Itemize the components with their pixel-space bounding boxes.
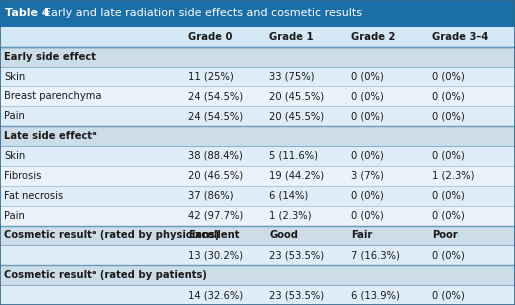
Text: 20 (46.5%): 20 (46.5%) — [188, 171, 243, 181]
Text: 0 (0%): 0 (0%) — [432, 210, 465, 221]
Text: 0 (0%): 0 (0%) — [432, 290, 465, 300]
Text: Poor: Poor — [432, 231, 458, 240]
Bar — [0, 186, 515, 206]
Text: Pain: Pain — [4, 210, 25, 221]
Text: 38 (88.4%): 38 (88.4%) — [188, 151, 243, 161]
Text: 0 (0%): 0 (0%) — [351, 191, 384, 201]
Text: 20 (45.5%): 20 (45.5%) — [269, 92, 324, 101]
Text: 13 (30.2%): 13 (30.2%) — [188, 250, 243, 260]
Text: 0 (0%): 0 (0%) — [432, 151, 465, 161]
Text: Cosmetic resultᵃ (rated by patients): Cosmetic resultᵃ (rated by patients) — [4, 270, 207, 280]
Text: 0 (0%): 0 (0%) — [351, 71, 384, 81]
Text: 0 (0%): 0 (0%) — [351, 92, 384, 101]
Text: 0 (0%): 0 (0%) — [432, 250, 465, 260]
Text: 23 (53.5%): 23 (53.5%) — [269, 290, 324, 300]
Text: 20 (45.5%): 20 (45.5%) — [269, 111, 324, 121]
Text: Fat necrosis: Fat necrosis — [4, 191, 63, 201]
Bar — [0, 106, 515, 126]
Text: 37 (86%): 37 (86%) — [188, 191, 233, 201]
Text: Early side effect: Early side effect — [4, 52, 96, 62]
Bar — [0, 265, 515, 285]
Bar — [0, 66, 515, 86]
Text: 24 (54.5%): 24 (54.5%) — [188, 111, 243, 121]
Text: 1 (2.3%): 1 (2.3%) — [432, 171, 475, 181]
Text: Breast parenchyma: Breast parenchyma — [4, 92, 101, 101]
Bar — [0, 47, 515, 66]
Bar — [0, 126, 515, 146]
Text: 42 (97.7%): 42 (97.7%) — [188, 210, 243, 221]
Text: 5 (11.6%): 5 (11.6%) — [269, 151, 318, 161]
Bar — [0, 27, 515, 47]
Text: Cosmetic resultᵃ (rated by physicians): Cosmetic resultᵃ (rated by physicians) — [4, 231, 219, 240]
Text: Pain: Pain — [4, 111, 25, 121]
Text: 14 (32.6%): 14 (32.6%) — [188, 290, 243, 300]
Text: 1 (2.3%): 1 (2.3%) — [269, 210, 312, 221]
Text: 0 (0%): 0 (0%) — [432, 191, 465, 201]
Text: 0 (0%): 0 (0%) — [432, 111, 465, 121]
Text: Skin: Skin — [4, 151, 25, 161]
Text: Table 4: Table 4 — [5, 9, 50, 18]
Text: 0 (0%): 0 (0%) — [351, 111, 384, 121]
Bar — [0, 86, 515, 106]
Bar — [0, 166, 515, 186]
Text: 0 (0%): 0 (0%) — [351, 210, 384, 221]
Text: Skin: Skin — [4, 71, 25, 81]
Text: 3 (7%): 3 (7%) — [351, 171, 384, 181]
Text: 33 (75%): 33 (75%) — [269, 71, 315, 81]
Text: 24 (54.5%): 24 (54.5%) — [188, 92, 243, 101]
Bar — [0, 246, 515, 265]
Text: Fibrosis: Fibrosis — [4, 171, 42, 181]
Text: 0 (0%): 0 (0%) — [432, 71, 465, 81]
Bar — [0, 146, 515, 166]
Text: Grade 2: Grade 2 — [351, 32, 395, 42]
Text: Excellent: Excellent — [188, 231, 239, 240]
Text: 6 (13.9%): 6 (13.9%) — [351, 290, 400, 300]
Text: Grade 1: Grade 1 — [269, 32, 314, 42]
Text: 19 (44.2%): 19 (44.2%) — [269, 171, 324, 181]
Text: 0 (0%): 0 (0%) — [432, 92, 465, 101]
Text: 11 (25%): 11 (25%) — [188, 71, 234, 81]
Text: 6 (14%): 6 (14%) — [269, 191, 308, 201]
Bar — [0, 285, 515, 305]
Text: Late side effectᵃ: Late side effectᵃ — [4, 131, 97, 141]
Text: 23 (53.5%): 23 (53.5%) — [269, 250, 324, 260]
Text: 0 (0%): 0 (0%) — [351, 151, 384, 161]
Text: Grade 3–4: Grade 3–4 — [432, 32, 488, 42]
Bar — [0, 206, 515, 225]
Bar — [0, 225, 515, 246]
Text: Grade 0: Grade 0 — [188, 32, 232, 42]
Bar — [0, 0, 515, 27]
Text: Good: Good — [269, 231, 298, 240]
Text: Early and late radiation side effects and cosmetic results: Early and late radiation side effects an… — [37, 9, 362, 18]
Text: Fair: Fair — [351, 231, 372, 240]
Text: 7 (16.3%): 7 (16.3%) — [351, 250, 400, 260]
